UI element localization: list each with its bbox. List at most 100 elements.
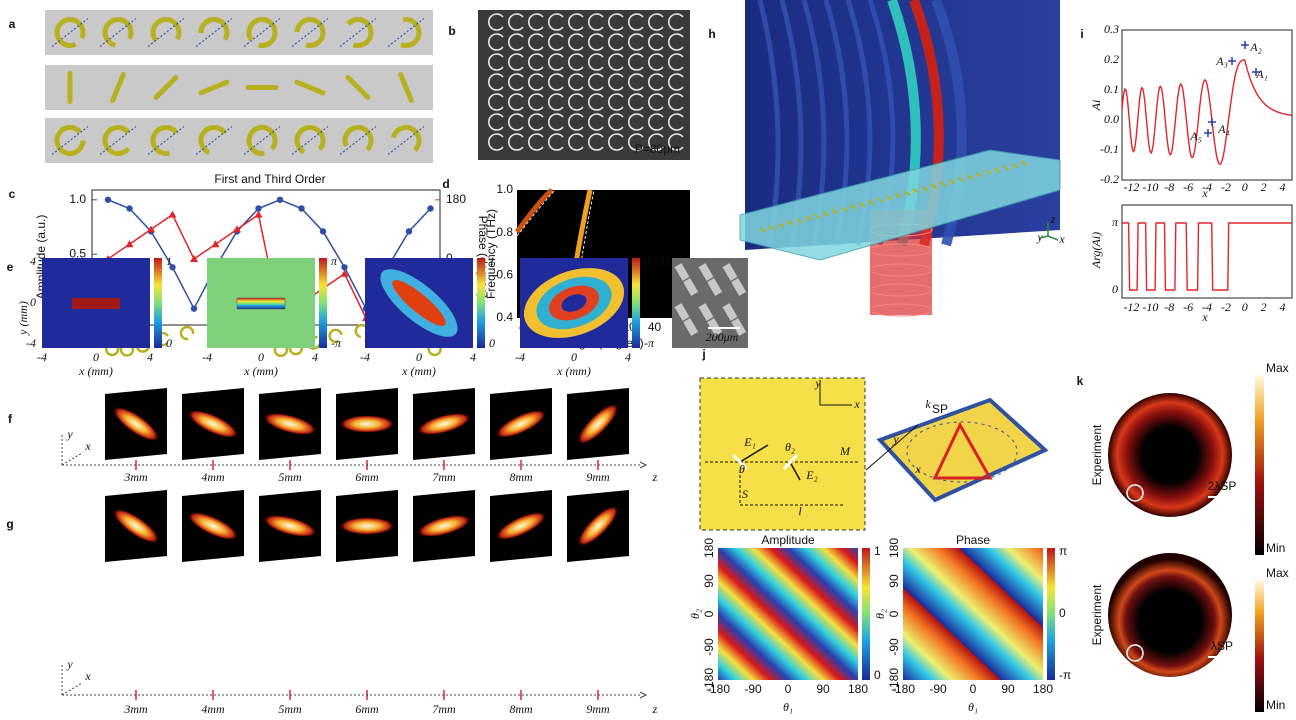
slab	[739, 149, 1061, 261]
x-axis-label: x	[1201, 310, 1208, 324]
panel-label: c	[9, 187, 16, 201]
x-tick-label: 0	[1242, 180, 1248, 194]
panel-label: a	[9, 17, 16, 31]
x-tick-label: 2	[1261, 300, 1267, 314]
ring	[648, 113, 664, 131]
pillar	[698, 303, 714, 321]
colorbar	[477, 258, 485, 348]
ring	[508, 53, 524, 71]
beam-spot	[416, 412, 472, 436]
meta-atom	[894, 192, 902, 199]
ring	[548, 133, 564, 151]
ring	[548, 13, 564, 31]
panel-label: e	[7, 260, 14, 274]
ring	[588, 73, 604, 91]
ring-guide	[906, 421, 1018, 483]
ring	[528, 13, 544, 31]
beam-spot	[112, 508, 160, 544]
meta-atom	[948, 178, 956, 185]
y-tick-label: 0.5	[69, 246, 86, 260]
fringe	[561, 294, 587, 312]
diagram-label: θ₂	[785, 440, 795, 454]
panel-label: f	[8, 412, 13, 426]
colorbar	[154, 258, 162, 348]
amplitude-point	[276, 196, 284, 203]
pointer	[865, 424, 919, 471]
x-tick-label: 4	[470, 350, 476, 364]
colorbar-label: 1	[489, 254, 495, 268]
scale-label: 2λSP	[1208, 479, 1237, 493]
diagram-label: l	[798, 504, 802, 518]
diagram-label: E₁	[743, 435, 756, 449]
map-title: Amplitude	[761, 533, 815, 547]
axis-label: z	[652, 470, 658, 484]
meta-atom	[840, 206, 848, 213]
rod	[345, 75, 371, 100]
rod	[198, 79, 230, 96]
label: 200μm	[706, 330, 739, 344]
strip	[45, 118, 433, 163]
y-tick-label: 0	[30, 295, 36, 309]
meta-atom	[930, 183, 938, 190]
ring-icon	[328, 328, 343, 344]
x-tick-label: -8	[1164, 300, 1174, 314]
panel-label: i	[1080, 27, 1083, 41]
intensity-map	[1108, 393, 1232, 517]
x-tick-label: -4	[202, 350, 212, 364]
ring	[628, 13, 644, 31]
x-tick-label: 0	[1242, 300, 1248, 314]
amplitude-point	[190, 305, 198, 312]
ring	[568, 53, 584, 71]
y-tick-label: 0.3	[1104, 22, 1119, 36]
meta-atom	[813, 213, 821, 220]
wavevector: k	[925, 397, 931, 411]
x-tick-label: -6	[1183, 300, 1193, 314]
point-label: A₅	[1189, 129, 1202, 143]
meta-atom	[957, 176, 965, 183]
split-ring	[150, 17, 182, 43]
intensity-map	[1108, 553, 1232, 677]
x-tick-label: 4	[1280, 300, 1286, 314]
panel-label: h	[708, 27, 715, 41]
ring	[608, 33, 624, 51]
amplitude-point	[298, 205, 305, 212]
ring	[508, 133, 524, 151]
colorbar-label: π	[1059, 544, 1067, 558]
pillar	[698, 263, 714, 281]
meta-atom	[759, 227, 767, 233]
meta-atom	[849, 204, 857, 210]
pillar	[674, 303, 690, 321]
axis-label: x	[84, 669, 91, 683]
y-tick-label: 180	[887, 538, 901, 558]
meta-atom	[1020, 160, 1028, 167]
colorbar-label: 1	[166, 254, 172, 268]
point-label: A₃	[1215, 54, 1228, 68]
split-ring	[54, 17, 86, 48]
ring	[548, 73, 564, 91]
triangle	[932, 421, 993, 480]
polarization	[1126, 484, 1144, 502]
rod	[294, 79, 326, 96]
ring	[528, 53, 544, 71]
panel-label: b	[448, 24, 455, 38]
ring	[628, 73, 644, 91]
x-tick-label: 4	[1280, 180, 1286, 194]
phase-point	[147, 225, 155, 233]
x-tick-label: -90	[929, 682, 947, 696]
ring	[528, 133, 544, 151]
x-tick-label: -12	[1123, 180, 1139, 194]
beam-spot	[262, 514, 318, 538]
y-axis-label: Frequency (THz)	[484, 209, 498, 299]
z-position: 4mm	[201, 470, 225, 484]
y-tick-label: 0.0	[1104, 112, 1119, 126]
point-label: A₁	[1255, 67, 1268, 81]
slit	[731, 453, 749, 471]
ring	[608, 53, 624, 71]
y-axis-label: Arg(Ai)	[1089, 232, 1103, 269]
z-position: 7mm	[432, 702, 456, 716]
strip	[45, 65, 433, 110]
pillar	[707, 278, 723, 296]
y2-tick-label: 180	[446, 192, 466, 206]
x-tick-label: -4	[37, 350, 47, 364]
